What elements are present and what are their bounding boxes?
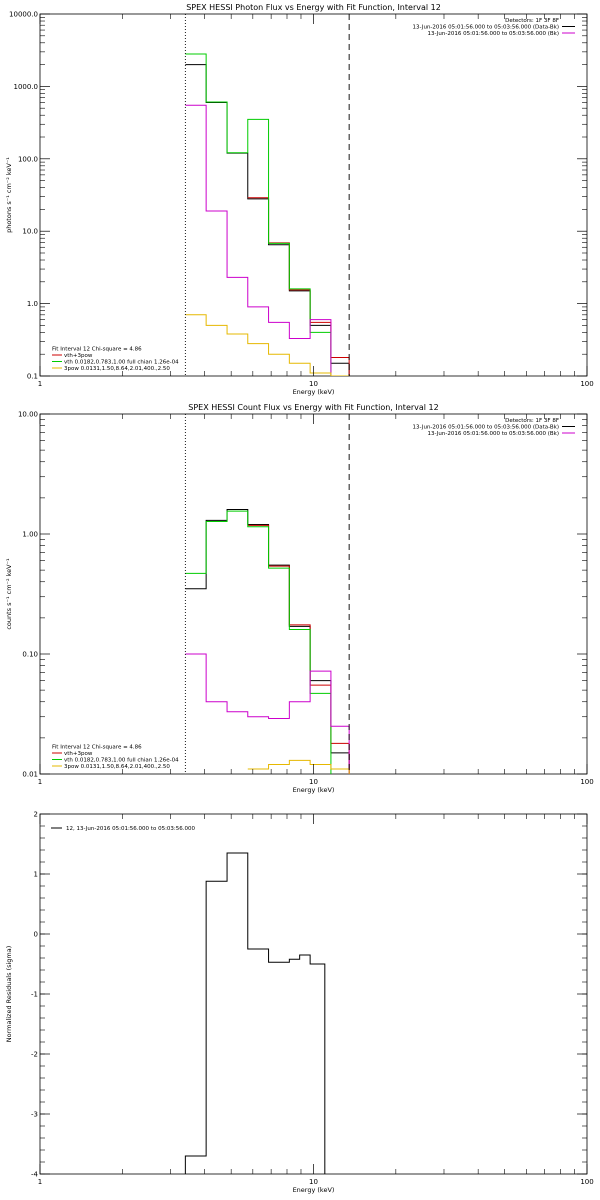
y-tick-label: 0 (34, 931, 38, 939)
series-2-step-line (185, 510, 332, 774)
fit-legend-text: vth+3pow (64, 751, 93, 757)
x-tick-label: 10 (309, 778, 318, 786)
series-0-step-line (185, 509, 350, 774)
y-tick-label: -2 (31, 1051, 38, 1059)
series-4-step-line (247, 759, 350, 774)
y-tick-label: -3 (31, 1111, 38, 1119)
series-3-step-line (185, 104, 350, 376)
x-tick-label: 10 (309, 1178, 318, 1186)
top-legend-text: Detectors: 1F 3F 8F (505, 418, 559, 424)
series-0-step-line (184, 852, 326, 1174)
plot-frame (39, 413, 588, 775)
plot-area (185, 53, 350, 376)
x-tick-label: 1 (38, 1178, 42, 1186)
fit-legend-text: 3pow 0.0131,1.50,8.64,2.01,400.,2.50 (64, 764, 170, 770)
plot-area (185, 509, 350, 774)
x-axis-label: Energy (keV) (293, 786, 335, 794)
y-axis-label: photons s⁻¹ cm⁻² keV⁻¹ (5, 157, 13, 233)
x-axis-label: Energy (keV) (293, 388, 335, 396)
x-tick-label: 100 (580, 380, 593, 388)
y-tick-label: 2 (34, 811, 38, 819)
y-tick-label: 1.0 (27, 300, 38, 308)
fit-legend-text: Fit Interval 12 Chi-square = 4.86 (52, 745, 142, 751)
y-tick-label: 10.00 (18, 411, 38, 419)
y-tick-label: 1000.0 (14, 83, 39, 91)
series-3-step-line (185, 653, 350, 774)
y-tick-label: 1 (34, 871, 38, 879)
fit-legend-text: 3pow 0.0131,1.50,8.64,2.01,400.,2.50 (64, 366, 170, 372)
chart-title: SPEX HESSI Count Flux vs Energy with Fit… (188, 403, 439, 412)
y-tick-label: 10.0 (22, 228, 38, 236)
count-flux-panel: 1 10 100 0.01 0.10 1.00 10.00 SPEX HESSI Count … (5, 403, 594, 794)
x-tick-label: 100 (580, 778, 593, 786)
plot-frame (39, 813, 588, 1175)
y-tick-label: 100.0 (18, 155, 38, 163)
x-tick-label: 1 (38, 778, 42, 786)
fit-legend-text: vth 0.0182,0.783,1.00 full chian 1.26e-0… (64, 758, 179, 764)
top-legend-text: 13-Jun-2016 05:01:56.000 to 05:03:56.000… (413, 25, 559, 31)
top-legend-text: Detectors: 1F 3F 8F (505, 18, 559, 24)
y-tick-label: 1.00 (22, 531, 38, 539)
top-legend-text: 13-Jun-2016 05:01:56.000 to 05:03:56.000… (427, 31, 559, 37)
series-1-step-line (247, 524, 350, 774)
x-axis-label: Energy (keV) (293, 1186, 335, 1194)
series-4-step-line (185, 314, 350, 376)
x-tick-label: 1 (38, 380, 42, 388)
residual-legend-text: 12, 13-Jun-2016 05:01:56.000 to 05:03:56… (66, 826, 196, 832)
y-tick-label: -4 (31, 1171, 39, 1179)
y-axis-label: counts s⁻¹ cm⁻² keV⁻¹ (5, 558, 13, 630)
series-0-step-line (185, 64, 350, 376)
top-legend-text: 13-Jun-2016 05:01:56.000 to 05:03:56.000… (413, 425, 559, 431)
y-tick-label: 0.10 (22, 651, 38, 659)
fit-legend-text: vth 0.0182,0.783,1.00 full chian 1.26e-0… (64, 360, 179, 366)
residuals-panel: 1 10 100 -4 -3 -2 -1 0 1 2 Energy (keV) Normalized … (5, 811, 594, 1195)
y-tick-label: 0.01 (22, 771, 38, 779)
series-1-step-line (247, 197, 350, 376)
plot-area (184, 852, 326, 1174)
plot-frame (39, 13, 588, 377)
photon-flux-panel: 1 10 100 0.1 1.0 10.0 100.0 1000.0 10000.0 SPEX H… (5, 3, 594, 396)
top-legend-text: 13-Jun-2016 05:01:56.000 to 05:03:56.000… (427, 431, 559, 437)
y-tick-label: -1 (31, 991, 38, 999)
x-tick-label: 10 (309, 380, 318, 388)
fit-legend-text: vth+3pow (64, 353, 93, 359)
series-2-step-line (185, 53, 332, 376)
y-tick-label: 0.1 (27, 373, 38, 381)
y-tick-label: 10000.0 (9, 11, 38, 19)
chart-title: SPEX HESSI Photon Flux vs Energy with Fi… (186, 3, 441, 12)
y-axis-label: Normalized Residuals (sigma) (5, 946, 13, 1043)
fit-legend-text: Fit Interval 12 Chi-square = 4.86 (52, 347, 142, 353)
x-tick-label: 100 (580, 1178, 593, 1186)
